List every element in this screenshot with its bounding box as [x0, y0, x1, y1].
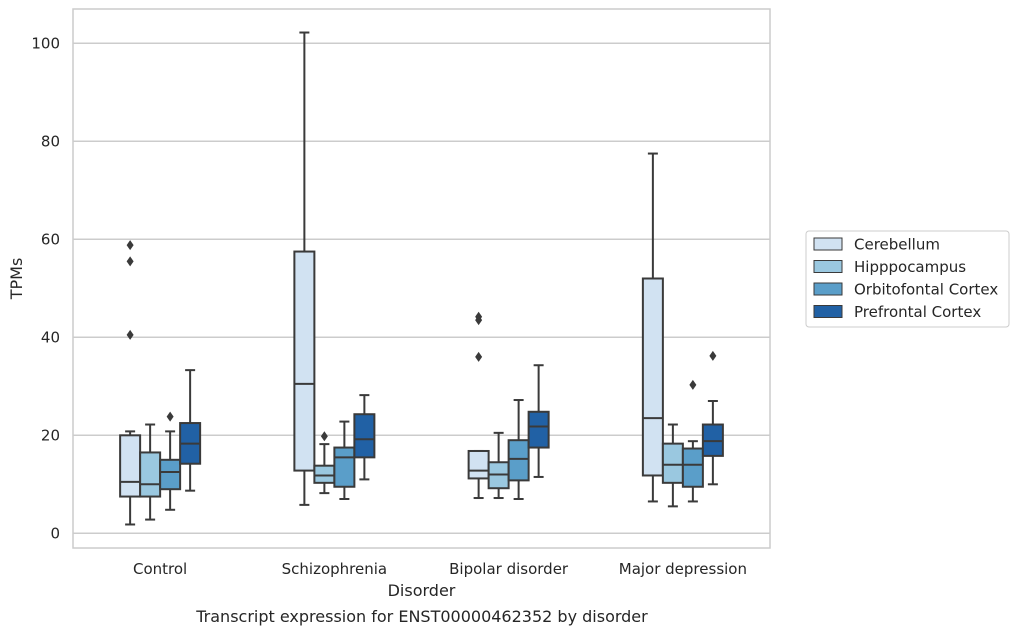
outlier-point: [126, 240, 134, 251]
box-hipppocampus-1: [313, 431, 336, 495]
y-tick-label: 0: [50, 524, 60, 542]
outlier-point: [689, 379, 697, 390]
box-orbitofontal-cortex-1: [333, 420, 356, 500]
x-tick-label: Schizophrenia: [282, 560, 387, 578]
outlier-point: [166, 411, 174, 422]
box-cerebellum-3: [641, 152, 664, 503]
outlier-point: [709, 350, 717, 361]
outlier-point: [126, 256, 134, 267]
plot-frame: [72, 8, 771, 549]
outlier-point: [475, 311, 483, 322]
legend-label: Prefrontal Cortex: [854, 303, 981, 321]
box-orbitofontal-cortex-3: [681, 379, 704, 503]
x-tick-labels: Control Schizophrenia Bipolar disorder Majo…: [133, 560, 747, 578]
box-orbitofontal-cortex-0: [159, 411, 182, 511]
iqr-box: [467, 449, 490, 480]
iqr-box: [333, 446, 356, 488]
legend-swatch: [813, 282, 843, 296]
box-series: [119, 31, 724, 526]
iqr-box: [507, 439, 530, 482]
iqr-box: [527, 410, 550, 449]
legend-frame: [805, 230, 1010, 328]
y-tick-label: 100: [31, 34, 60, 52]
outlier-point: [126, 329, 134, 340]
box-hipppocampus-3: [661, 423, 684, 508]
box-prefrontal-cortex-0: [179, 369, 202, 492]
box-prefrontal-cortex-2: [527, 364, 550, 478]
x-tick-label: Major depression: [619, 560, 747, 578]
x-axis-title: Disorder: [388, 581, 456, 600]
iqr-box: [159, 458, 182, 491]
box-prefrontal-cortex-1: [353, 394, 376, 481]
legend-label: Cerebellum: [854, 236, 940, 254]
iqr-box: [661, 442, 684, 484]
box-hipppocampus-2: [487, 431, 510, 500]
legend-label: Orbitofontal Cortex: [854, 281, 998, 299]
iqr-box: [139, 451, 162, 498]
x-tick-label: Control: [133, 560, 187, 578]
iqr-box: [353, 413, 376, 459]
iqr-box: [681, 447, 704, 488]
outlier-point: [475, 351, 483, 362]
y-tick-label: 40: [41, 328, 60, 346]
box-cerebellum-0: [119, 240, 142, 526]
legend-swatch: [813, 260, 843, 273]
y-tick-label: 60: [41, 230, 60, 248]
y-tick-label: 80: [41, 132, 60, 150]
chart-caption: Transcript expression for ENST0000046235…: [195, 607, 648, 626]
iqr-box: [313, 464, 336, 484]
iqr-box: [119, 434, 142, 498]
y-tick-label: 20: [41, 426, 60, 444]
box-prefrontal-cortex-3: [701, 350, 724, 486]
x-tick-label: Bipolar disorder: [449, 560, 569, 578]
y-axis-title: TPMs: [7, 258, 26, 301]
box-cerebellum-2: [467, 311, 490, 500]
legend-swatch: [813, 237, 843, 251]
legend-label: Hipppocampus: [854, 258, 966, 276]
outlier-point: [320, 431, 328, 442]
iqr-box: [293, 250, 316, 472]
box-orbitofontal-cortex-2: [507, 399, 530, 500]
legend: Cerebellum Hipppocampus Orbitofontal Corte…: [805, 230, 1010, 328]
box-hipppocampus-0: [139, 423, 162, 521]
y-tick-labels: 0 20 40 60 80 100: [31, 34, 60, 542]
box-cerebellum-1: [293, 31, 316, 506]
legend-swatch: [813, 305, 843, 318]
iqr-box: [641, 277, 664, 477]
